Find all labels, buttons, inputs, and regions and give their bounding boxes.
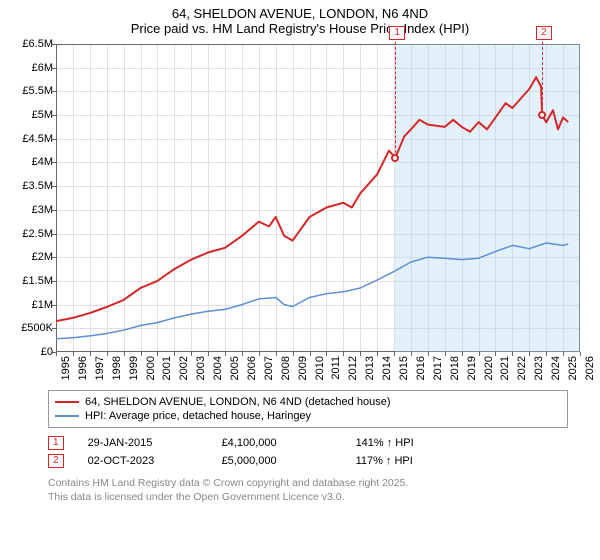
x-axis-label: 2016 — [415, 356, 427, 386]
y-axis-label: £500K — [9, 322, 53, 334]
x-axis-label: 2023 — [533, 356, 545, 386]
x-axis-label: 2022 — [516, 356, 528, 386]
sale-marker-label: 2 — [536, 26, 552, 40]
legend-item: 64, SHELDON AVENUE, LONDON, N6 4ND (deta… — [55, 395, 561, 409]
x-axis-label: 2011 — [330, 356, 342, 386]
y-axis-label: £1M — [9, 299, 53, 311]
x-axis-label: 2019 — [466, 356, 478, 386]
x-axis-label: 2007 — [263, 356, 275, 386]
x-axis-label: 2024 — [550, 356, 562, 386]
y-axis-label: £5.5M — [9, 85, 53, 97]
x-axis-label: 2009 — [297, 356, 309, 386]
sale-price: £5,000,000 — [222, 455, 332, 467]
legend-box: 64, SHELDON AVENUE, LONDON, N6 4ND (deta… — [48, 390, 568, 428]
legend-item: HPI: Average price, detached house, Hari… — [55, 409, 561, 423]
sale-id-box: 1 — [48, 436, 64, 450]
x-axis-label: 2025 — [567, 356, 579, 386]
x-axis-label: 2008 — [280, 356, 292, 386]
sale-date: 29-JAN-2015 — [88, 437, 198, 449]
sales-table: 1 29-JAN-2015 £4,100,000 141% ↑ HPI 2 02-OCT-… — [48, 434, 568, 470]
series-lines — [56, 44, 580, 352]
attribution-line2: This data is licensed under the Open Gov… — [48, 490, 568, 504]
legend-label: 64, SHELDON AVENUE, LONDON, N6 4ND (deta… — [85, 396, 390, 408]
sale-pct-vs-hpi: 141% ↑ HPI — [356, 437, 414, 449]
series-price_paid — [56, 77, 568, 321]
legend-swatch — [55, 401, 79, 403]
x-axis-label: 2004 — [212, 356, 224, 386]
chart-area: 12 £0£500K£1M£1.5M£2M£2.5M£3M£3.5M£4M£4.… — [8, 38, 593, 388]
x-axis-label: 1998 — [111, 356, 123, 386]
y-axis-label: £2M — [9, 251, 53, 263]
y-axis-label: £0 — [9, 346, 53, 358]
y-axis-label: £3.5M — [9, 180, 53, 192]
sale-marker-dot — [538, 111, 546, 119]
y-axis-label: £1.5M — [9, 275, 53, 287]
x-axis-label: 1997 — [94, 356, 106, 386]
legend-swatch — [55, 415, 79, 417]
sale-row: 2 02-OCT-2023 £5,000,000 117% ↑ HPI — [48, 452, 568, 470]
x-axis-label: 1996 — [77, 356, 89, 386]
sale-marker-label: 1 — [389, 26, 405, 40]
legend-label: HPI: Average price, detached house, Hari… — [85, 410, 311, 422]
x-axis-label: 2017 — [432, 356, 444, 386]
x-axis-label: 2006 — [246, 356, 258, 386]
y-axis-label: £3M — [9, 204, 53, 216]
x-axis-label: 2001 — [161, 356, 173, 386]
series-hpi — [56, 243, 568, 339]
sale-marker-dot — [391, 154, 399, 162]
x-axis-label: 1995 — [60, 356, 72, 386]
x-axis-label: 2005 — [229, 356, 241, 386]
y-axis-label: £4.5M — [9, 133, 53, 145]
sale-date: 02-OCT-2023 — [88, 455, 198, 467]
x-axis-label: 2003 — [195, 356, 207, 386]
x-axis-label: 2010 — [314, 356, 326, 386]
x-axis-label: 2026 — [584, 356, 596, 386]
x-axis-label: 2015 — [398, 356, 410, 386]
x-axis-label: 2000 — [145, 356, 157, 386]
y-axis-label: £6.5M — [9, 38, 53, 50]
x-axis-label: 2013 — [364, 356, 376, 386]
sale-row: 1 29-JAN-2015 £4,100,000 141% ↑ HPI — [48, 434, 568, 452]
y-axis-label: £6M — [9, 62, 53, 74]
sale-price: £4,100,000 — [222, 437, 332, 449]
title-address: 64, SHELDON AVENUE, LONDON, N6 4ND — [0, 6, 600, 21]
sale-id-box: 2 — [48, 454, 64, 468]
y-axis-label: £4M — [9, 156, 53, 168]
y-axis-label: £5M — [9, 109, 53, 121]
chart-title: 64, SHELDON AVENUE, LONDON, N6 4ND Price… — [0, 0, 600, 38]
x-axis-label: 1999 — [128, 356, 140, 386]
x-axis-label: 2002 — [178, 356, 190, 386]
x-axis-label: 2012 — [347, 356, 359, 386]
x-axis-label: 2014 — [381, 356, 393, 386]
y-axis-label: £2.5M — [9, 228, 53, 240]
x-axis-label: 2021 — [499, 356, 511, 386]
x-axis-label: 2018 — [449, 356, 461, 386]
sale-pct-vs-hpi: 117% ↑ HPI — [356, 455, 413, 467]
attribution-line1: Contains HM Land Registry data © Crown c… — [48, 476, 568, 490]
title-subtitle: Price paid vs. HM Land Registry's House … — [0, 21, 600, 36]
x-axis-label: 2020 — [483, 356, 495, 386]
attribution-text: Contains HM Land Registry data © Crown c… — [48, 476, 568, 504]
